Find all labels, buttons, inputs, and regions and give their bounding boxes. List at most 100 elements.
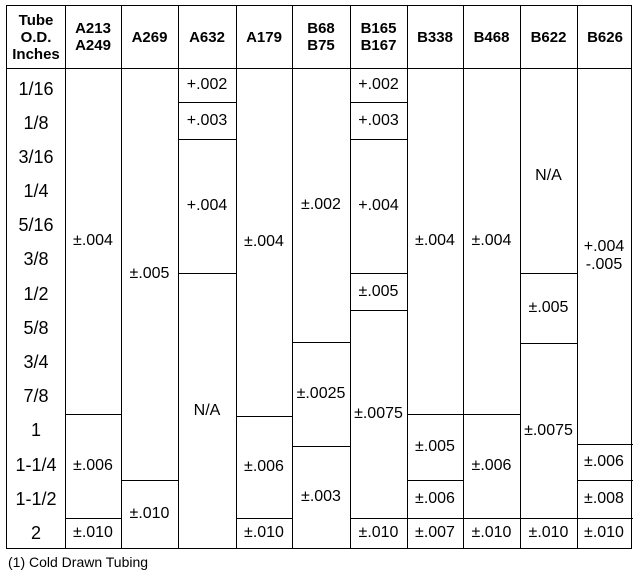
row-divider [350,518,407,519]
tolerance-cell: ±.005 [358,282,399,300]
column-divider [236,6,237,548]
row-divider [463,518,520,519]
size-label: 1-1/4 [15,455,57,475]
row-divider [407,518,463,519]
row-divider [350,139,407,140]
row-divider [350,102,407,103]
row-divider [520,273,577,274]
tolerance-cell: +.002 [186,76,228,93]
column-divider [65,6,66,548]
column-divider [350,6,351,548]
footnote: (1) Cold Drawn Tubing [8,554,149,570]
tolerance-cell: ±.005 [129,265,170,282]
tolerance-cell: ±.010 [358,524,399,541]
row-divider [577,444,633,445]
row-divider [178,102,236,103]
column-divider [520,6,521,548]
row-divider [292,342,350,343]
size-label: 1/16 [18,79,54,99]
size-label: 1/4 [23,181,49,201]
row-divider [577,480,633,481]
column-divider [577,6,578,548]
tolerance-cell: ±.004 [415,232,455,249]
size-label: 5/16 [18,215,54,235]
header-a632: A632 [189,28,225,46]
header-b165-b167: B165 B167 [360,20,397,54]
row-divider [292,446,350,447]
tolerance-cell: ±.002 [301,196,341,213]
tolerance-cell: ±.005 [415,438,455,455]
column-divider [121,6,122,548]
row-divider [65,414,121,415]
tolerance-cell: ±.006 [471,457,512,474]
tolerance-cell: +.003 [358,111,399,129]
size-label: 1 [30,420,41,440]
column-divider [292,6,293,548]
tolerance-cell: ±.006 [415,490,455,507]
tolerance-cell: ±.0075 [524,421,573,439]
tolerance-cell: ±.006 [73,457,113,474]
tolerance-cell: ±.010 [528,524,569,541]
size-label: 5/8 [23,318,49,338]
header-a269: A269 [131,28,168,46]
tolerance-cell: +.002 [358,76,399,93]
tolerance-cell: ±.010 [584,524,624,541]
tolerance-cell: ±.0025 [296,385,346,402]
tolerance-cell: N/A [535,167,562,184]
tolerance-cell: +.004 [186,197,228,214]
tolerance-cell: ±.005 [528,299,569,316]
row-divider [520,343,577,344]
size-label: 7/8 [23,386,49,406]
size-label: 1/8 [23,113,49,133]
row-divider [178,139,236,140]
row-divider [178,273,236,274]
header-tube-od: Tube O.D. Inches [12,11,60,63]
header-a179: A179 [246,28,282,46]
tolerance-cell: +.004 -.005 [583,238,625,273]
header-separator [7,68,631,69]
tolerance-cell: ±.004 [244,233,284,250]
row-divider [407,480,463,481]
column-divider [463,6,464,548]
tolerance-cell: ±.006 [244,458,284,475]
row-divider [577,518,633,519]
tolerance-cell: ±.006 [584,453,624,470]
header-b626: B626 [587,28,623,46]
size-label: 3/16 [18,147,54,167]
tolerance-cell: ±.008 [584,490,624,507]
tolerance-cell: ±.004 [73,232,113,249]
tolerance-cell: +.004 [358,197,399,214]
header-b622: B622 [530,28,567,46]
header-b338: B338 [417,28,453,46]
size-label: 3/4 [23,352,49,372]
column-divider [407,6,408,548]
row-divider [65,518,121,519]
tolerance-cell: ±.010 [129,505,170,522]
row-divider [121,480,178,481]
header-b468: B468 [473,28,510,46]
size-label: 1/2 [23,284,49,304]
tolerance-cell: ±.007 [415,524,455,541]
row-divider [407,414,463,415]
tolerance-cell: N/A [193,401,221,419]
header-b68-b75: B68 B75 [307,20,335,54]
row-divider [463,414,520,415]
tolerance-cell: ±.010 [244,524,284,541]
tolerance-cell: ±.0075 [354,405,403,422]
tolerance-cell: ±.004 [471,232,512,249]
column-divider [178,6,179,548]
tolerance-cell: ±.010 [73,524,113,541]
tolerance-cell: +.003 [186,111,228,129]
size-label: 1-1/2 [15,489,57,509]
row-divider [350,310,407,311]
row-divider [520,518,577,519]
row-divider [236,518,292,519]
size-label: 2 [30,523,41,543]
header-a213-a249: A213 A249 [75,20,111,54]
tolerance-table: Tube O.D. Inches A213 A249 A269 A632 A17… [6,5,633,549]
tolerance-cell: ±.003 [301,488,341,505]
size-label: 3/8 [23,249,49,269]
row-divider [236,416,292,417]
tolerance-cell: ±.010 [471,524,512,541]
row-divider [350,273,407,274]
